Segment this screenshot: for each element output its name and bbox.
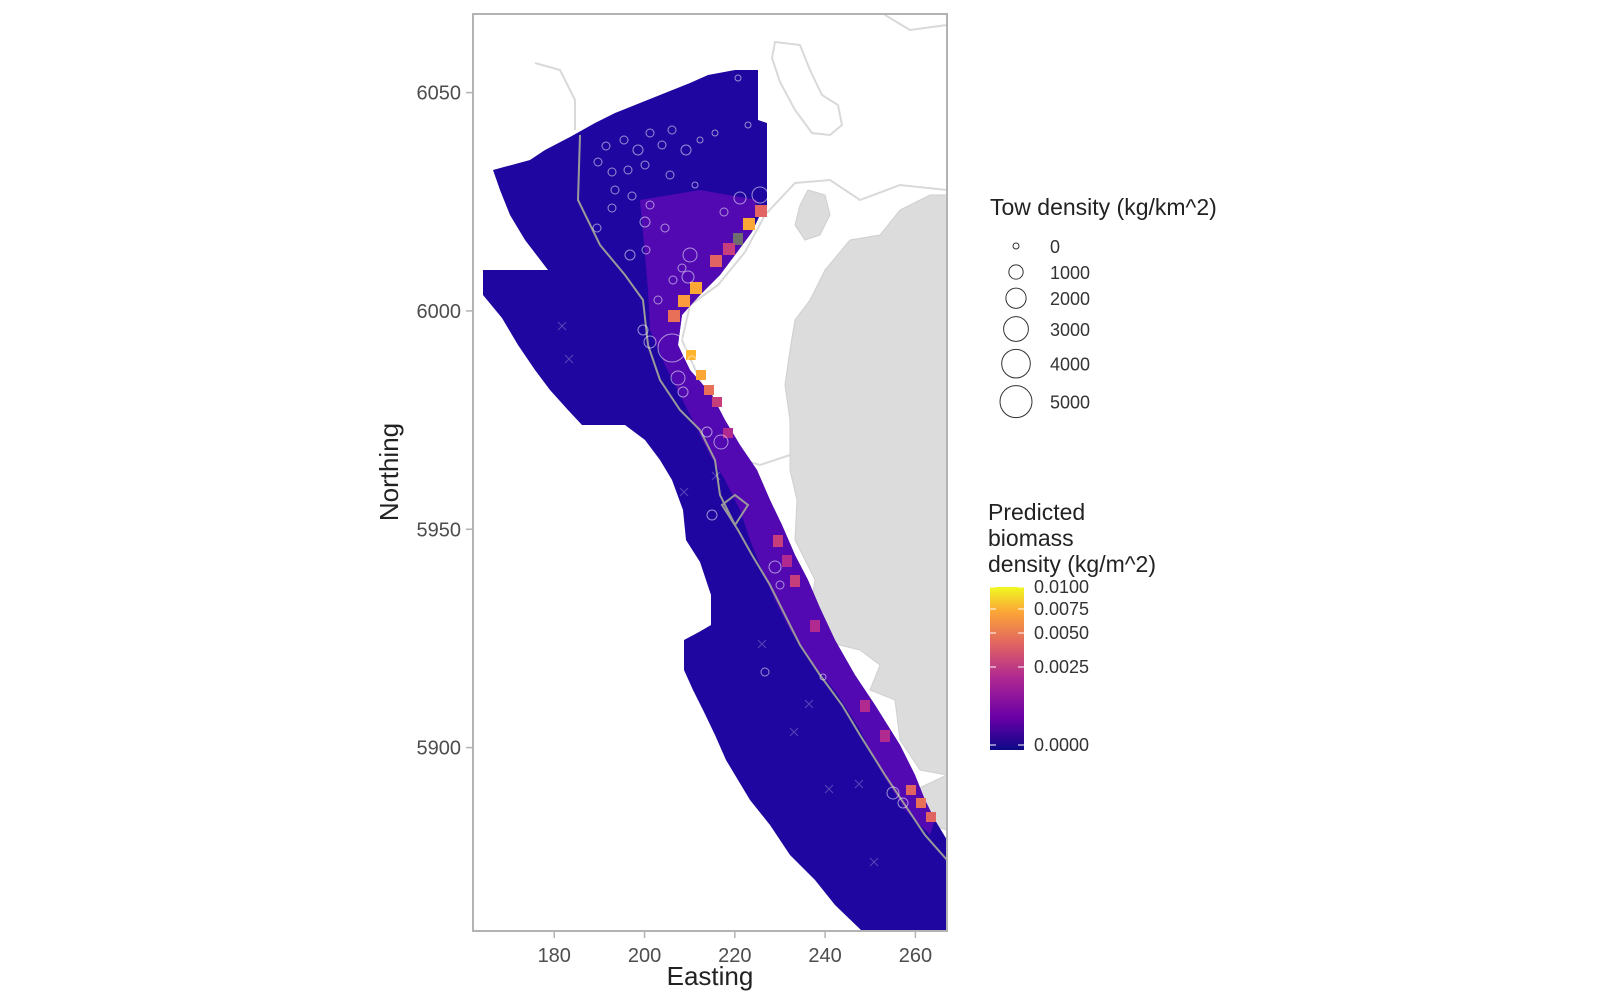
axes: 180 200 220 240 260 5900 5950 6000 6050 — [417, 83, 933, 967]
color-legend-title-line-2: biomass — [988, 525, 1074, 551]
size-legend-label: 5000 — [1050, 393, 1090, 413]
x-tick-label: 200 — [628, 945, 661, 967]
tow-circles — [592, 74, 909, 809]
x-tick-label: 260 — [899, 945, 932, 967]
color-legend-title-line-3: density (kg/m^2) — [988, 551, 1156, 577]
size-legend-items: 0 1000 2000 3000 4000 5000 — [999, 237, 1090, 419]
color-legend-title-line-1: Predicted — [988, 499, 1085, 525]
size-legend-circle — [1001, 348, 1031, 379]
colorbar-label: 0.0100 — [1034, 577, 1089, 597]
x-tick-label: 220 — [718, 945, 751, 967]
size-legend-circle — [1008, 264, 1024, 280]
size-legend-title: Tow density (kg/km^2) — [990, 194, 1217, 220]
y-tick-label: 5900 — [417, 738, 462, 760]
x-axis-title: Easting — [667, 961, 754, 991]
colorbar-label: 0.0050 — [1034, 623, 1089, 643]
size-legend-circle — [999, 385, 1033, 419]
hotspot-cells — [668, 205, 936, 822]
size-legend-label: 0 — [1050, 237, 1060, 257]
size-legend-circle — [1012, 242, 1020, 250]
color-legend: Predicted biomass density (kg/m^2) 0.010… — [988, 499, 1156, 755]
coastline-north — [534, 62, 576, 130]
size-legend-label: 1000 — [1050, 263, 1090, 283]
y-tick-label: 5950 — [417, 519, 462, 541]
x-tick-label: 180 — [538, 945, 571, 967]
island-outline-north — [770, 40, 844, 137]
y-axis-title: Northing — [374, 423, 404, 521]
colorbar-label: 0.0025 — [1034, 657, 1089, 677]
size-legend-label: 3000 — [1050, 320, 1090, 340]
prediction-nearshore — [640, 190, 935, 835]
y-tick-label: 6000 — [417, 301, 462, 323]
depth-contour-line — [576, 134, 947, 861]
colorbar-label: 0.0075 — [1034, 599, 1089, 619]
colorbar — [990, 587, 1024, 750]
size-legend-circle — [1005, 287, 1027, 309]
size-legend-label: 2000 — [1050, 289, 1090, 309]
size-legend: Tow density (kg/km^2) 0 1000 2000 3000 4000 5… — [990, 194, 1217, 419]
coastline-northeast — [884, 14, 947, 32]
size-legend-circle — [1003, 316, 1029, 342]
zero-tows — [557, 321, 879, 867]
map-panel — [483, 14, 947, 931]
panel-border — [472, 13, 948, 932]
x-tick-label: 240 — [808, 945, 841, 967]
y-tick-label: 6050 — [417, 83, 462, 105]
colorbar-label: 0.0000 — [1034, 735, 1089, 755]
land-island-west — [794, 189, 831, 241]
prediction-domain — [483, 70, 947, 931]
size-legend-label: 4000 — [1050, 355, 1090, 375]
